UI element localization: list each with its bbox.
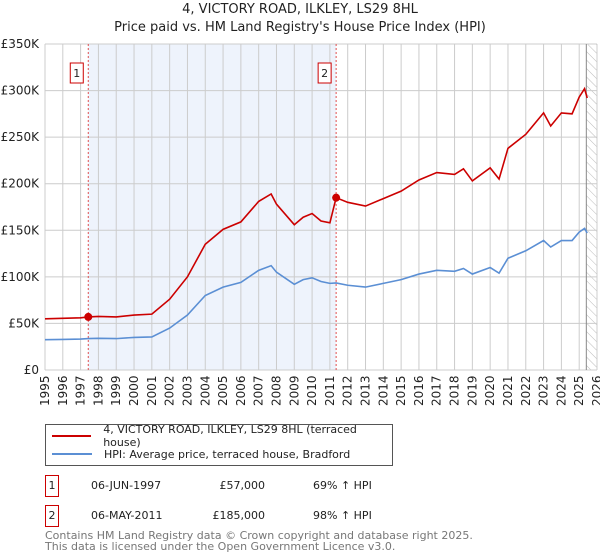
x-tick-label: 2023: [537, 375, 551, 406]
x-tick-label: 2024: [554, 375, 568, 406]
legend-item-hpi: HPI: Average price, terraced house, Brad…: [46, 445, 350, 463]
x-tick-label: 2001: [145, 375, 159, 406]
sale-marker-box: [317, 62, 332, 84]
chart-subtitle: Price paid vs. HM Land Registry's House …: [114, 20, 486, 35]
y-tick-label: £350K: [1, 37, 41, 51]
y-tick-label: £50K: [8, 316, 40, 330]
sale-marker-box: [69, 62, 84, 84]
x-tick-label: 1996: [56, 375, 70, 406]
sale-point: [84, 312, 93, 321]
x-tick-label: 2007: [252, 375, 266, 406]
x-tick-label: 2004: [198, 375, 212, 406]
shaded-region: [88, 44, 337, 370]
sale-point: [332, 193, 341, 202]
sale-marker-label: 1: [73, 67, 80, 80]
y-tick-label: £250K: [1, 130, 41, 144]
x-tick-label: 1998: [91, 375, 105, 406]
y-tick-label: £0: [24, 363, 39, 377]
series-line: [44, 86, 588, 320]
transaction-date: 06-JUN-1997: [91, 479, 162, 492]
x-tick-label: 2009: [287, 375, 301, 406]
x-tick-label: 2015: [394, 375, 408, 406]
x-tick-label: 2019: [465, 375, 479, 406]
x-tick-label: 2026: [590, 375, 600, 406]
x-tick-label: 2010: [305, 375, 319, 406]
x-tick-label: 2003: [180, 375, 194, 406]
x-tick-label: 2012: [341, 375, 355, 406]
x-tick-label: 2017: [430, 375, 444, 406]
series-line: [44, 227, 588, 341]
x-tick-label: 2018: [448, 375, 462, 406]
x-tick-label: 2021: [501, 375, 515, 406]
x-tick-label: 2005: [216, 375, 230, 406]
x-tick-label: 2022: [519, 375, 533, 406]
x-tick-label: 1995: [38, 375, 52, 406]
transaction-hpi: 69% ↑ HPI: [313, 479, 372, 492]
legend-item-property: 4, VICTORY ROAD, ILKLEY, LS29 8HL (terra…: [46, 423, 392, 449]
x-tick-label: 2008: [269, 375, 283, 406]
transaction-marker: 1: [45, 475, 59, 497]
x-tick-label: 2011: [323, 375, 337, 406]
forecast-hatch: [586, 44, 597, 370]
chart-title: 4, VICTORY ROAD, ILKLEY, LS29 8HL: [182, 2, 418, 17]
y-tick-label: £200K: [1, 177, 41, 191]
y-tick-label: £300K: [1, 84, 41, 98]
x-tick-label: 2025: [572, 375, 586, 406]
y-tick-label: £150K: [1, 223, 41, 237]
footer-line: This data is licensed under the Open Gov…: [45, 540, 396, 553]
x-tick-label: 2013: [359, 375, 373, 406]
x-tick-label: 2016: [412, 375, 426, 406]
legend-swatch-red: [52, 435, 92, 437]
x-tick-label: 2014: [376, 375, 390, 406]
legend-swatch-blue: [52, 453, 92, 455]
sale-marker-label: 2: [321, 67, 328, 80]
x-tick-label: 2002: [163, 375, 177, 406]
transaction-marker: 2: [45, 505, 59, 527]
legend-label: HPI: Average price, terraced house, Brad…: [104, 447, 351, 461]
transaction-row: 2 06-MAY-2011 £185,000 98% ↑ HPI: [45, 505, 565, 527]
footer: Contains HM Land Registry data © Crown c…: [45, 530, 473, 552]
legend: 4, VICTORY ROAD, ILKLEY, LS29 8HL (terra…: [45, 423, 393, 466]
footer-line: Contains HM Land Registry data © Crown c…: [45, 529, 473, 542]
x-tick-label: 1997: [74, 375, 88, 406]
x-tick-label: 2020: [483, 375, 497, 406]
transaction-row: 1 06-JUN-1997 £57,000 69% ↑ HPI: [45, 475, 565, 497]
transaction-price: £57,000: [219, 479, 266, 492]
transaction-hpi: 98% ↑ HPI: [313, 509, 372, 522]
legend-label: 4, VICTORY ROAD, ILKLEY, LS29 8HL (terra…: [103, 423, 357, 449]
price-chart: 1995 1996 1997 1998 1999 2000 2001 2002 2003 2004…: [1, 37, 600, 406]
y-tick-label: £100K: [1, 270, 41, 284]
x-tick-label: 1999: [109, 375, 123, 406]
transaction-date: 06-MAY-2011: [91, 509, 163, 522]
transaction-price: £185,000: [212, 509, 266, 522]
x-tick-label: 2006: [234, 375, 248, 406]
x-tick-label: 2000: [127, 375, 141, 406]
